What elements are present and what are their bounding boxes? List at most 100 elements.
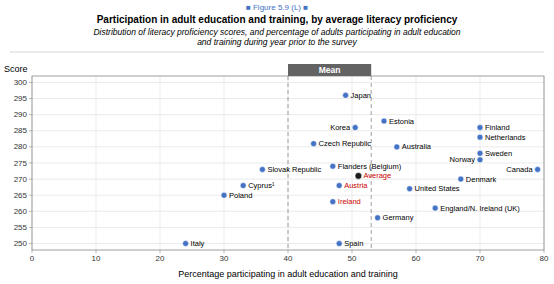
- separator: [10, 52, 544, 53]
- tick-label: 60: [412, 254, 421, 263]
- axes: 0 10 20 30 40 50 60 70 80 250 255 260 265 270 275 280 28…: [14, 76, 549, 263]
- y-axis-label: Score: [4, 64, 28, 74]
- tick-label: 265: [14, 191, 28, 200]
- point: [343, 92, 349, 98]
- tick-label: 50: [348, 254, 357, 263]
- mean-box: [288, 64, 371, 76]
- point: [477, 125, 483, 131]
- tick-label: 295: [14, 94, 28, 103]
- subtitle: Distribution of literacy proficiency sco…: [93, 27, 460, 47]
- tick-label: 30: [220, 254, 229, 263]
- tick: [32, 250, 33, 253]
- grid-line: [32, 227, 544, 228]
- grid-line: [32, 243, 544, 244]
- point-label: Ireland: [338, 197, 361, 206]
- point-label: Estonia: [389, 117, 415, 126]
- tick-label: 270: [14, 175, 28, 184]
- point: [394, 144, 400, 150]
- point-label: Australia: [402, 142, 432, 151]
- tick-label: 280: [14, 142, 28, 151]
- mean-label: Mean: [319, 65, 341, 75]
- point-label: Finland: [485, 123, 510, 132]
- tick: [29, 82, 32, 83]
- point: [458, 176, 464, 182]
- point-label: Germany: [383, 213, 414, 222]
- point-label: Flanders (Belgium): [338, 162, 402, 171]
- point: [330, 199, 336, 205]
- point: [336, 183, 342, 189]
- x-axis-label: Percentage participating in adult educat…: [178, 269, 398, 279]
- tick: [224, 250, 225, 253]
- subtitle-line: and training during year prior to the su…: [197, 37, 357, 47]
- tick-label: 70: [476, 254, 485, 263]
- point: [259, 166, 265, 172]
- point: [432, 205, 438, 211]
- point: [477, 157, 483, 163]
- figure-label: ■ Figure 5.9 (L) ■: [246, 3, 308, 12]
- point: [330, 163, 336, 169]
- point-label: Poland: [229, 191, 252, 200]
- tick-label: 250: [14, 239, 28, 248]
- labels: Japan Korea Estonia Finland Czech Republic Au…: [191, 91, 534, 248]
- tick-label: 290: [14, 110, 28, 119]
- tick: [29, 227, 32, 228]
- point: [221, 192, 227, 198]
- tick-label: 260: [14, 207, 28, 216]
- point: [477, 134, 483, 140]
- point-label: Norway: [450, 155, 476, 164]
- average-point: [355, 172, 362, 179]
- point: [336, 241, 342, 247]
- point-label: Italy: [191, 239, 205, 248]
- tick-label: 0: [30, 254, 35, 263]
- tick-label: 285: [14, 126, 28, 135]
- tick-label: 300: [14, 78, 28, 87]
- point-label: England/N. Ireland (UK): [440, 204, 520, 213]
- tick: [29, 179, 32, 180]
- point-label: Average: [363, 171, 391, 180]
- point-label: Czech Republic: [319, 139, 372, 148]
- point: [183, 241, 189, 247]
- tick: [29, 130, 32, 131]
- point-label: Sweden: [485, 149, 512, 158]
- tick-label: 255: [14, 223, 28, 232]
- plot-area: [183, 76, 541, 250]
- tick: [29, 98, 32, 99]
- point-label: Japan: [351, 91, 371, 100]
- tick: [29, 146, 32, 147]
- tick: [29, 163, 32, 164]
- tick: [29, 195, 32, 196]
- tick: [544, 250, 545, 253]
- point: [407, 186, 413, 192]
- point: [352, 125, 358, 131]
- tick-label: 20: [156, 254, 165, 263]
- chart: ■ Figure 5.9 (L) ■Participation in adult…: [0, 0, 554, 284]
- subtitle-line: Distribution of literacy proficiency sco…: [93, 27, 460, 37]
- tick: [288, 250, 289, 253]
- tick-label: 10: [92, 254, 101, 263]
- point-label: Canada: [506, 165, 533, 174]
- tick: [96, 250, 97, 253]
- tick: [29, 211, 32, 212]
- point: [311, 141, 317, 147]
- point-label: Denmark: [466, 175, 497, 184]
- grid-line: [32, 82, 544, 83]
- tick-label: 275: [14, 159, 28, 168]
- point: [240, 183, 246, 189]
- point-label: Spain: [344, 239, 363, 248]
- tick: [416, 250, 417, 253]
- point-label: Korea: [330, 123, 351, 132]
- point-label: United States: [415, 184, 460, 193]
- point: [375, 215, 381, 221]
- point-label: Cyprus¹: [248, 181, 275, 190]
- point: [381, 118, 387, 124]
- tick: [352, 250, 353, 253]
- grid-line: [32, 130, 544, 131]
- plot-frame: [32, 76, 544, 250]
- tick-label: 40: [284, 254, 293, 263]
- tick: [29, 114, 32, 115]
- point-label: Austria: [344, 181, 368, 190]
- tick: [160, 250, 161, 253]
- grid-line: [288, 76, 289, 250]
- point: [535, 166, 541, 172]
- tick-label: 80: [540, 254, 549, 263]
